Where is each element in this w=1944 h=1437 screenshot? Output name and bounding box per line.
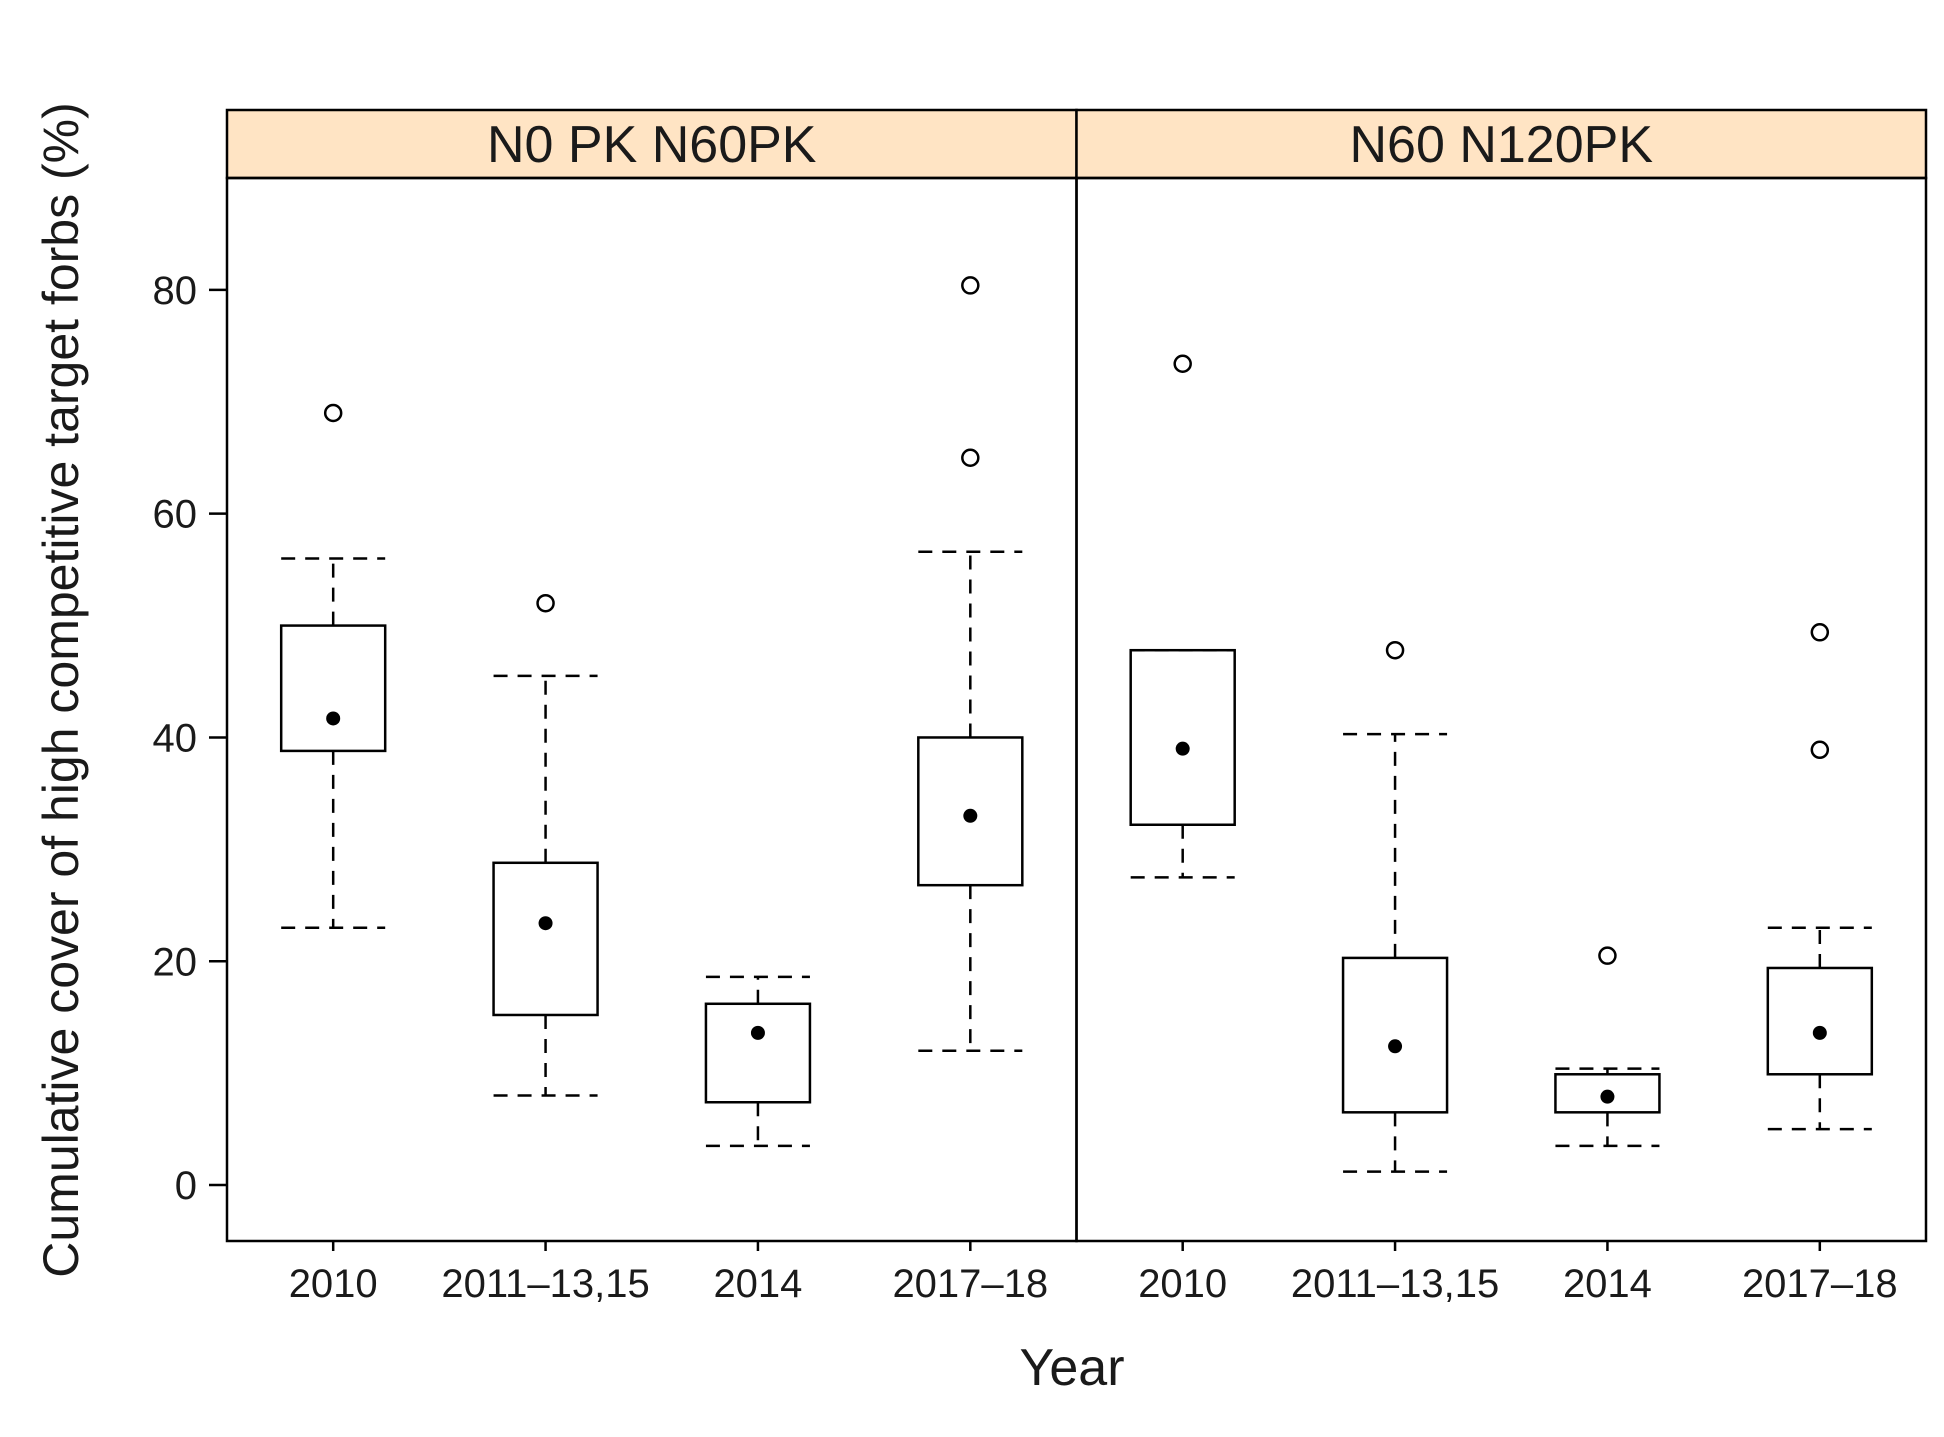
iqr-box — [1129, 648, 1236, 827]
y-tick-label: 60 — [153, 493, 198, 537]
iqr-box — [704, 1002, 812, 1104]
marks-layer — [279, 276, 1874, 1173]
median-dot — [326, 711, 341, 726]
y-tick-label: 40 — [153, 716, 198, 760]
panel-frame — [225, 176, 1078, 1243]
y-axis-title: Cumulative cover of high competitive tar… — [33, 102, 89, 1278]
median-dot — [963, 808, 978, 823]
box-group — [1766, 623, 1874, 1131]
panel-strip — [225, 108, 1078, 180]
panel-strip-title: N0 PK N60PK — [487, 116, 817, 174]
x-tick-label: 2011–13,15 — [441, 1262, 649, 1306]
outlier-point — [323, 403, 343, 423]
outlier-point — [961, 448, 980, 467]
median-dot — [1388, 1039, 1403, 1054]
y-tick-label: 20 — [153, 940, 198, 984]
median-dot — [538, 916, 553, 931]
outlier-point — [536, 593, 555, 613]
x-tick-label: 2011–13,15 — [1291, 1262, 1499, 1306]
y-tick-label: 80 — [153, 269, 198, 313]
median-dot — [1175, 741, 1190, 756]
panel-strip — [1075, 108, 1928, 180]
iqr-box — [1554, 1073, 1661, 1114]
box-group — [1129, 354, 1236, 879]
box-group — [704, 975, 812, 1148]
x-tick-label: 2017–18 — [1742, 1262, 1898, 1306]
x-tick-label: 2014 — [1563, 1262, 1652, 1306]
median-dot — [1600, 1089, 1615, 1104]
x-tick-label: 2010 — [1138, 1262, 1227, 1306]
x-axis-title: Year — [1019, 1339, 1124, 1397]
median-dot — [1812, 1025, 1827, 1040]
x-tick-label: 2017–18 — [892, 1262, 1048, 1306]
panels-layer: N0 PK N60PK N60 N120PK — [225, 108, 1928, 1243]
median-dot — [750, 1025, 765, 1040]
box-group — [492, 593, 599, 1097]
iqr-box — [492, 861, 599, 1017]
box-group — [1341, 640, 1449, 1173]
outlier-point — [1385, 640, 1405, 660]
x-tick-label: 2014 — [713, 1262, 802, 1306]
outlier-point — [1810, 740, 1830, 760]
box-group — [917, 276, 1024, 1053]
x-tick-label: 2010 — [289, 1262, 378, 1306]
iqr-box — [1766, 966, 1874, 1076]
panel-strip-title: N60 N120PK — [1349, 116, 1653, 174]
iqr-box — [279, 624, 387, 753]
outlier-point — [1173, 354, 1192, 373]
y-tick-label: 0 — [175, 1164, 197, 1208]
panel-frame — [1075, 176, 1928, 1243]
axes-layer: 0 20 40 60 80 2010 2011–13,15 2014 2017–18 2010 20… — [153, 269, 1898, 1306]
box-group — [279, 403, 387, 929]
outlier-point — [961, 276, 980, 295]
box-group — [1554, 946, 1661, 1148]
outlier-point — [1598, 946, 1617, 965]
outlier-point — [1810, 623, 1830, 642]
iqr-box — [917, 736, 1024, 887]
iqr-box — [1341, 956, 1449, 1114]
